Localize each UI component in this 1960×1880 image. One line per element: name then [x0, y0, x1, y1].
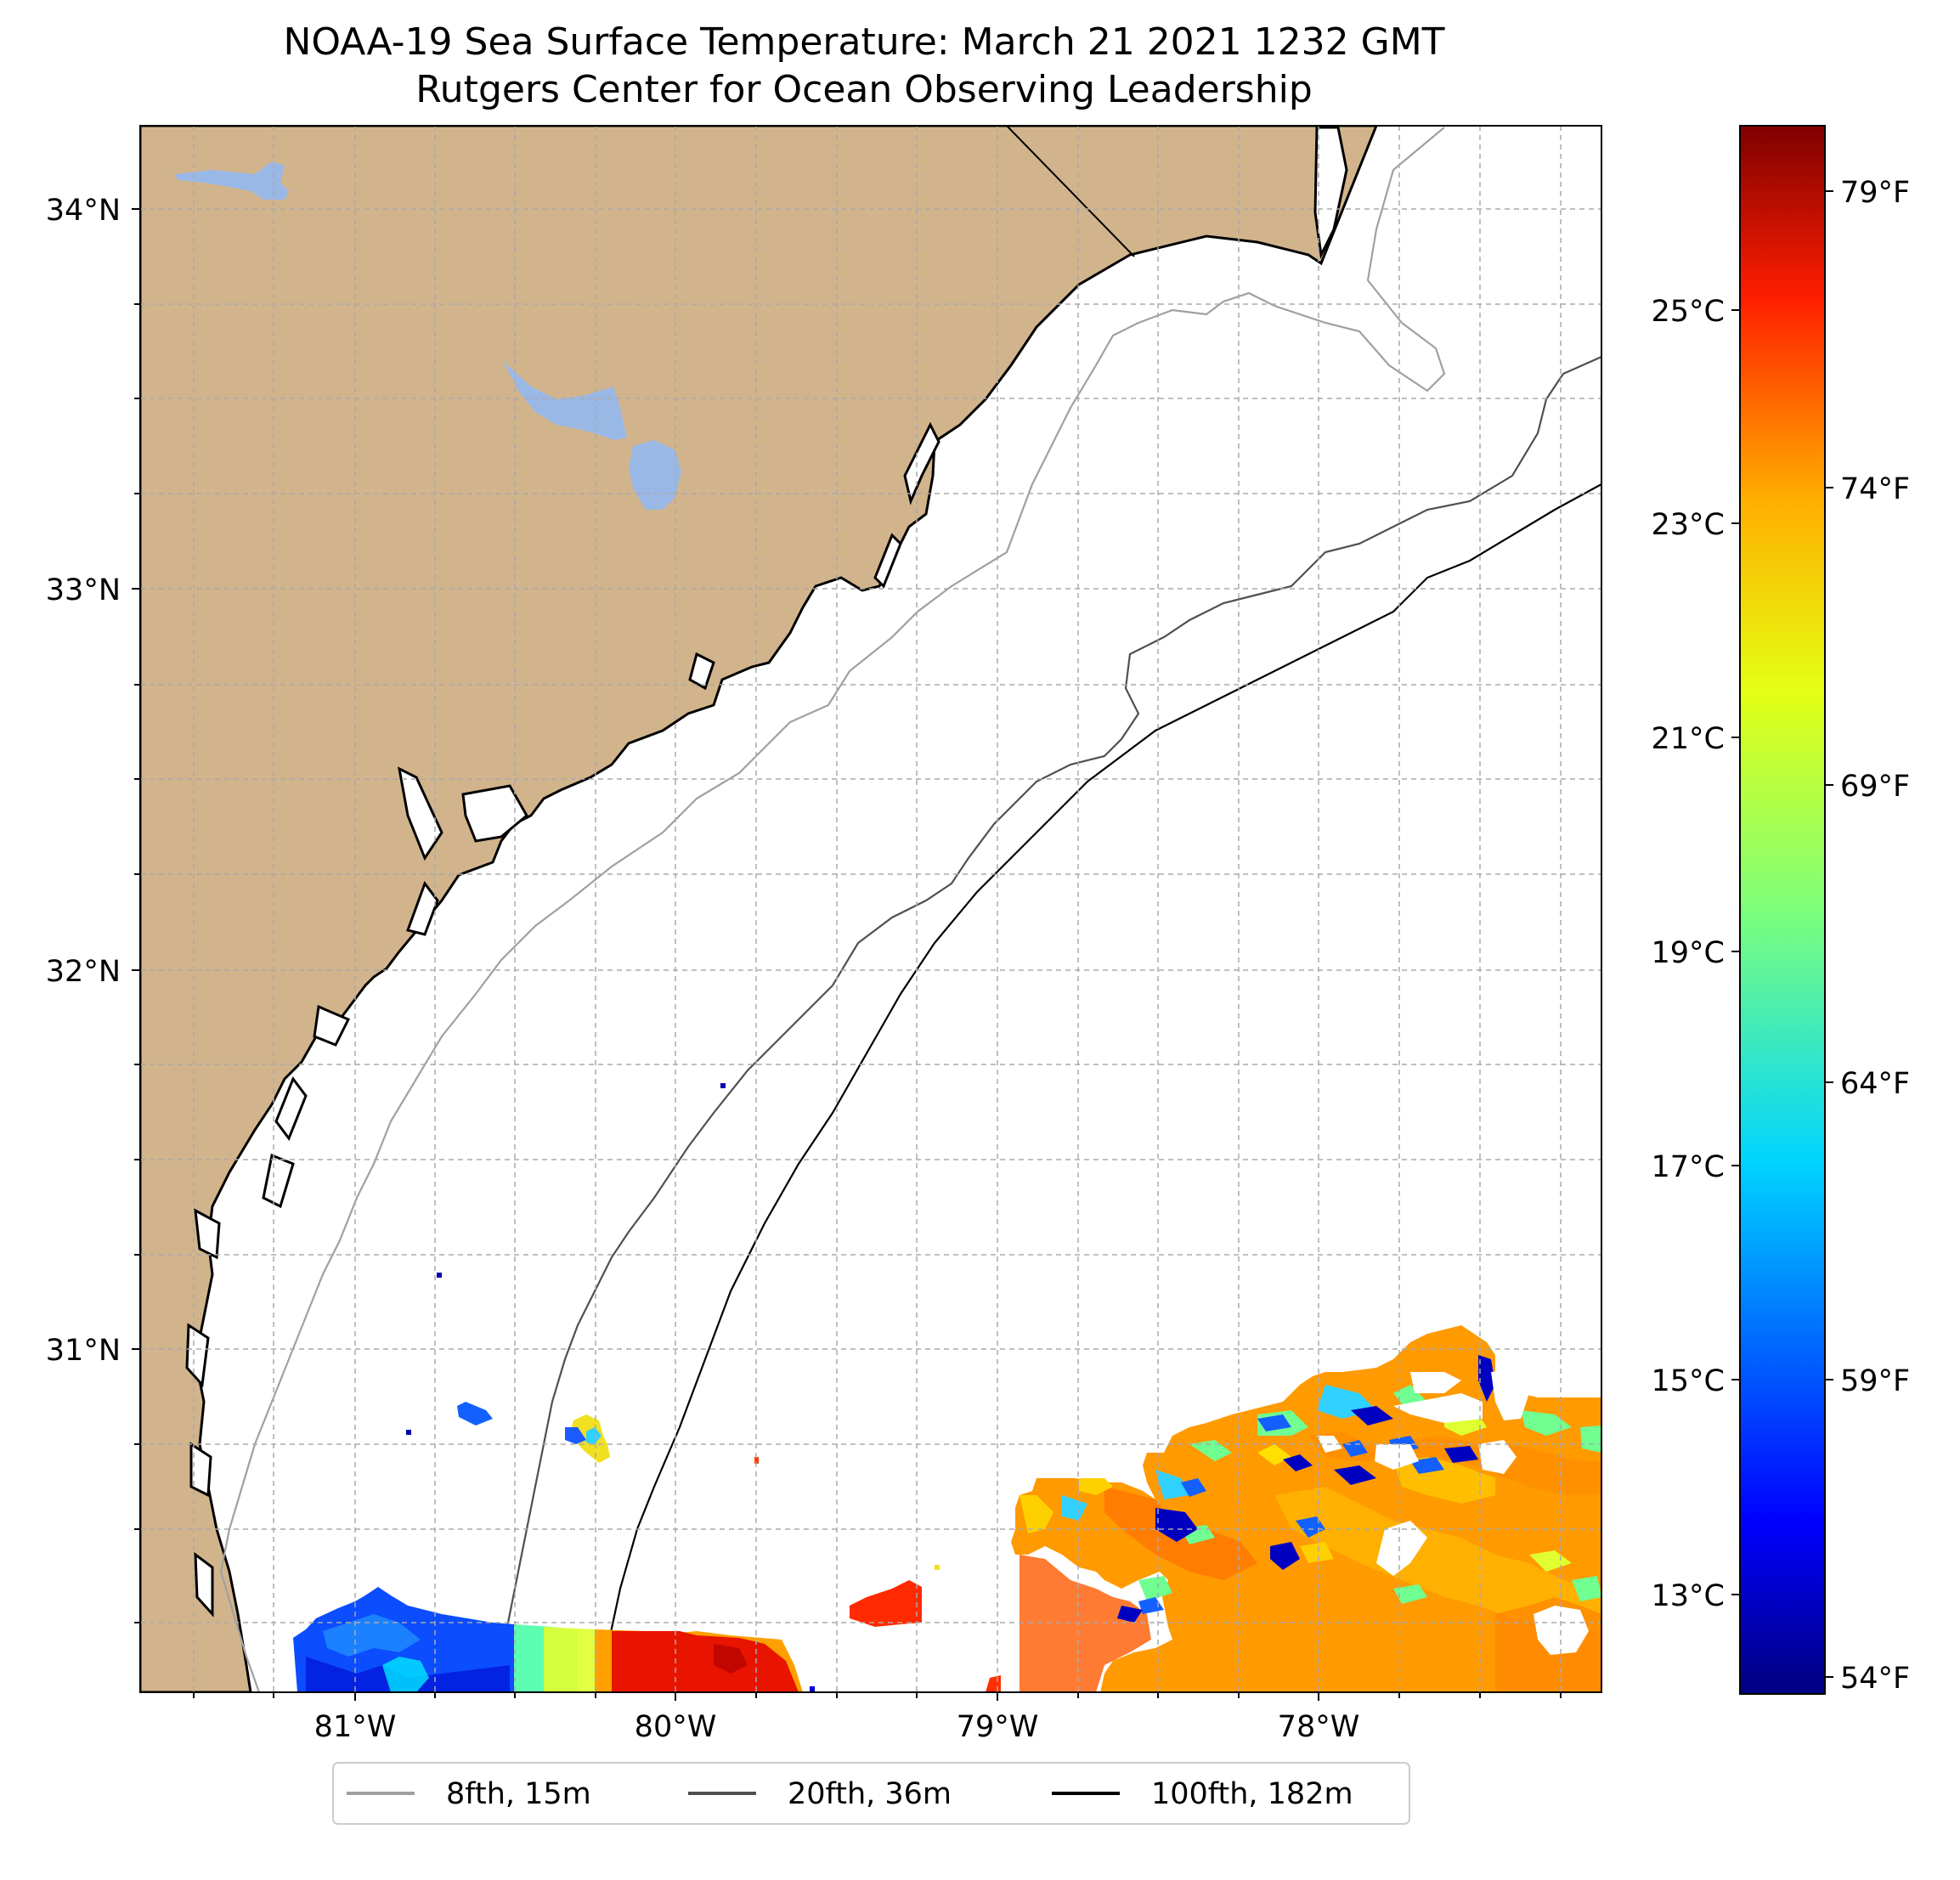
- chart-title: NOAA-19 Sea Surface Temperature: March 2…: [283, 20, 1444, 64]
- legend: 8fth, 15m 20fth, 36m 100fth, 182m: [332, 1762, 1410, 1825]
- state-border: [1006, 126, 1135, 257]
- isobath-8fth: [219, 127, 1446, 1692]
- colorbar: 25°C 23°C 21°C 19°C 17°C 15°C 13°C 79°F …: [1652, 125, 1910, 1696]
- estuaries: [185, 126, 1348, 1617]
- cb-f-64: 64°F: [1840, 1067, 1910, 1101]
- map-frame: [139, 125, 1602, 1693]
- cb-c-19: 19°C: [1652, 936, 1725, 970]
- cb-f-74: 74°F: [1840, 472, 1910, 506]
- chart-subtitle: Rutgers Center for Ocean Observing Leade…: [415, 68, 1313, 111]
- lon-label-78: 78°W: [1278, 1710, 1360, 1744]
- lon-label-80: 80°W: [635, 1710, 717, 1744]
- cb-c-13: 13°C: [1652, 1579, 1725, 1613]
- map-panel: [140, 126, 1601, 1692]
- lat-label-31: 31°N: [46, 1334, 121, 1368]
- cb-f-69: 69°F: [1840, 770, 1910, 804]
- colorbar-gradient: [1739, 125, 1826, 1695]
- lat-tick-marks: [132, 208, 140, 1623]
- lat-label-32: 32°N: [46, 955, 121, 989]
- sst-data: [293, 1083, 1601, 1692]
- legend-label-100fth: 100fth, 182m: [1151, 1777, 1353, 1811]
- lon-label-81: 81°W: [314, 1710, 397, 1744]
- legend-label-20fth: 20fth, 36m: [788, 1777, 952, 1811]
- cb-f-54: 54°F: [1840, 1662, 1910, 1696]
- legend-label-8fth: 8fth, 15m: [446, 1777, 591, 1811]
- cb-c-15: 15°C: [1652, 1364, 1725, 1398]
- land: [140, 126, 1378, 1692]
- legend-frame: [332, 1762, 1410, 1825]
- isobath-100fth: [597, 483, 1601, 1692]
- cb-c-21: 21°C: [1652, 722, 1725, 756]
- cb-f-59: 59°F: [1840, 1364, 1910, 1398]
- lon-label-79: 79°W: [957, 1710, 1039, 1744]
- lat-label-34: 34°N: [46, 194, 121, 228]
- cb-c-25: 25°C: [1652, 295, 1725, 329]
- cb-c-23: 23°C: [1652, 508, 1725, 542]
- lat-label-33: 33°N: [46, 573, 121, 607]
- isobath-20fth: [491, 355, 1601, 1692]
- lon-tick-marks: [193, 1692, 1562, 1701]
- cb-c-17: 17°C: [1652, 1150, 1725, 1184]
- cb-f-79: 79°F: [1840, 176, 1910, 210]
- gridlines: [140, 126, 1601, 1692]
